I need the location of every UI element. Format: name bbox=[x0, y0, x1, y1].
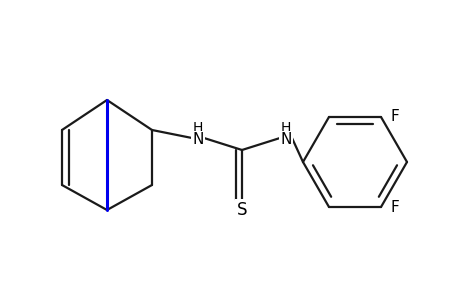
Text: H: H bbox=[192, 121, 203, 135]
Text: F: F bbox=[390, 110, 398, 124]
Text: N: N bbox=[192, 133, 203, 148]
Text: S: S bbox=[236, 201, 247, 219]
Text: H: H bbox=[280, 121, 291, 135]
Text: N: N bbox=[280, 133, 291, 148]
Text: F: F bbox=[390, 200, 398, 214]
